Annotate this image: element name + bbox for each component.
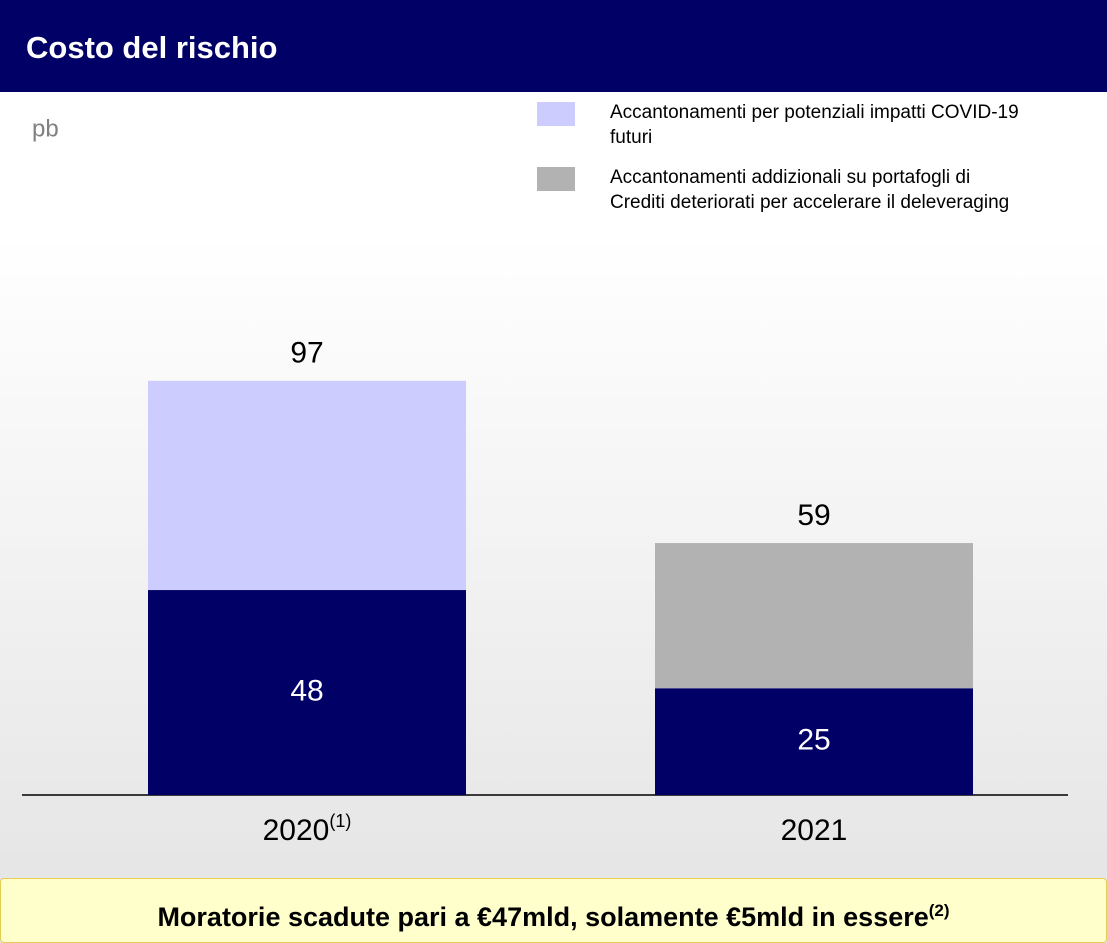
header: Costo del rischio [0, 0, 1107, 92]
segment-label: 25 [797, 724, 830, 757]
legend-swatch [537, 102, 575, 126]
footer: Moratorie scadute pari a €47mld, solamen… [0, 878, 1107, 943]
legend-label: Accantonamenti per potenziali impatti CO… [610, 102, 1019, 148]
legend-swatch [537, 167, 575, 191]
legend-label: Accantonamenti addizionali su portafogli… [610, 167, 1010, 213]
footer-text: Moratorie scadute pari a €47mld, solamen… [157, 902, 929, 932]
bar-segment [655, 543, 973, 689]
category: 2020 [263, 814, 330, 847]
bar-segment [148, 590, 466, 795]
x-tick-label: 2020(1) [263, 811, 352, 847]
bar-segment [655, 688, 973, 795]
chart: pb 48 97 2020(1) 25 59 2021 [22, 102, 1068, 847]
footer-note: (2) [928, 901, 950, 920]
x-tick-label: 2021 [781, 814, 848, 847]
category: 2021 [781, 814, 848, 847]
bar-segment [148, 380, 466, 591]
segment-label: 48 [290, 674, 323, 707]
chart-title: Costo del rischio [26, 30, 278, 65]
category-note: (1) [329, 811, 351, 831]
total-label: 59 [797, 499, 830, 532]
total-label: 97 [290, 337, 323, 370]
unit-label: pb [32, 115, 59, 142]
